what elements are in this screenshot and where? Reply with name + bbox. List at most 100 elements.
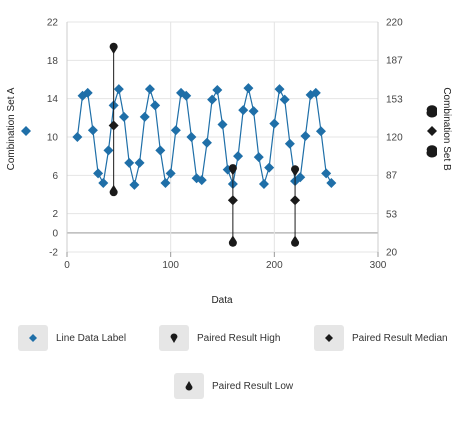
line-data-point xyxy=(72,132,83,142)
y-axis-left-title: Combination Set A xyxy=(6,87,17,170)
line-data-point xyxy=(165,168,176,179)
line-data-point xyxy=(217,119,228,130)
line-data-point xyxy=(181,90,192,101)
legend-swatch-drop-down xyxy=(159,325,189,351)
axes-layer: -2 0 2 6 10 14 18 22 20 53 87 120 153 187 220 0 100 200 30… xyxy=(47,18,403,272)
line-data-point xyxy=(82,87,93,98)
line-data-point xyxy=(124,157,135,168)
line-data-point xyxy=(233,151,244,162)
drop-up-icon xyxy=(185,381,193,391)
legend-swatch-diamond-black xyxy=(314,325,344,351)
diamond-icon xyxy=(325,334,333,342)
y-right-tick-label: 220 xyxy=(386,18,403,29)
line-data-point xyxy=(248,106,259,117)
line-data-point xyxy=(98,178,109,188)
paired-high-point xyxy=(228,164,237,176)
line-data-point xyxy=(103,145,114,156)
x-tick-label: 0 xyxy=(64,260,70,271)
paired-high-point xyxy=(291,165,300,177)
line-data-point xyxy=(321,168,332,179)
x-tick-label: 300 xyxy=(370,260,387,271)
legend-swatch-drop-up xyxy=(174,373,204,399)
line-data-point xyxy=(155,145,166,156)
y-right-tick-label: 53 xyxy=(386,210,398,221)
line-data-point xyxy=(119,111,130,122)
paired-low-point xyxy=(228,235,237,247)
line-data-point xyxy=(113,84,124,95)
line-data-point xyxy=(258,178,269,189)
paired-median-point xyxy=(290,195,301,206)
side-legend-high-marker xyxy=(426,105,437,118)
line-data-point xyxy=(93,168,104,179)
paired-high-point xyxy=(109,42,118,55)
y-right-tick-label: 187 xyxy=(386,55,403,66)
legend-item-paired-high[interactable]: Paired Result High xyxy=(159,325,280,351)
y-left-tick-label: 6 xyxy=(52,171,58,182)
legend-label: Paired Result Median xyxy=(352,332,448,344)
side-legend-layer xyxy=(21,105,437,158)
line-data-point xyxy=(170,125,181,136)
line-data-point xyxy=(295,172,306,183)
side-legend-median-marker xyxy=(427,126,437,136)
series-layer xyxy=(72,42,337,247)
line-data-point xyxy=(315,126,326,137)
line-data-point xyxy=(269,118,280,129)
y-left-tick-label: 0 xyxy=(52,228,58,239)
paired-median-point xyxy=(227,195,238,206)
line-data-point xyxy=(186,132,197,142)
line-data-point xyxy=(243,83,254,94)
line-data-point xyxy=(253,152,264,163)
series-line xyxy=(76,87,332,187)
y-left-tick-label: 2 xyxy=(52,209,58,220)
line-data-point xyxy=(310,87,321,98)
y-right-tick-label: 120 xyxy=(386,133,403,144)
line-data-point xyxy=(201,137,212,148)
legend-item-paired-median[interactable]: Paired Result Median xyxy=(314,325,448,351)
y-left-tick-label: 10 xyxy=(47,133,59,144)
line-data-point xyxy=(150,100,161,111)
legend-item-paired-low[interactable]: Paired Result Low xyxy=(174,373,293,399)
y-right-tick-label: 87 xyxy=(386,170,398,181)
paired-median-point xyxy=(108,120,119,131)
drop-down-icon xyxy=(170,333,178,343)
line-data-point xyxy=(196,175,207,186)
legend-label: Paired Result High xyxy=(197,332,281,344)
y-left-tick-label: 14 xyxy=(47,94,59,105)
y-left-tick-label: 22 xyxy=(47,18,59,29)
legend-item-line-data[interactable]: Line Data Label xyxy=(18,325,126,351)
line-data-point xyxy=(238,105,249,116)
paired-low-point xyxy=(291,235,300,247)
paired-low-point xyxy=(109,184,118,197)
line-data-point xyxy=(264,162,275,173)
legend-label: Paired Result Low xyxy=(212,380,294,392)
side-legend-low-marker xyxy=(426,145,437,158)
line-data-point xyxy=(207,94,218,105)
line-data-point xyxy=(284,138,295,149)
diamond-icon xyxy=(29,334,37,342)
legend-label: Line Data Label xyxy=(56,332,127,344)
line-data-point xyxy=(326,178,337,188)
line-data-point xyxy=(274,84,285,95)
side-legend-line-marker xyxy=(21,126,31,136)
line-data-point xyxy=(300,131,311,142)
y-axis-right-title: Combination Set B xyxy=(441,87,452,171)
y-right-tick-label: 20 xyxy=(386,248,398,259)
line-data-point xyxy=(87,125,98,136)
line-data-point xyxy=(134,157,145,168)
line-data-point xyxy=(129,179,140,190)
line-data-point xyxy=(144,84,155,95)
line-data-point xyxy=(212,85,223,96)
y-left-tick-label: 18 xyxy=(47,56,59,67)
x-axis-title: Data xyxy=(211,295,233,306)
line-data-point xyxy=(160,178,171,188)
line-data-point xyxy=(139,111,150,122)
line-data-point xyxy=(279,94,290,105)
x-tick-label: 100 xyxy=(162,260,179,271)
legend-swatch-diamond-blue xyxy=(18,325,48,351)
x-tick-label: 200 xyxy=(266,260,283,271)
y-left-tick-label: -2 xyxy=(49,248,58,259)
y-right-tick-label: 153 xyxy=(386,95,403,106)
